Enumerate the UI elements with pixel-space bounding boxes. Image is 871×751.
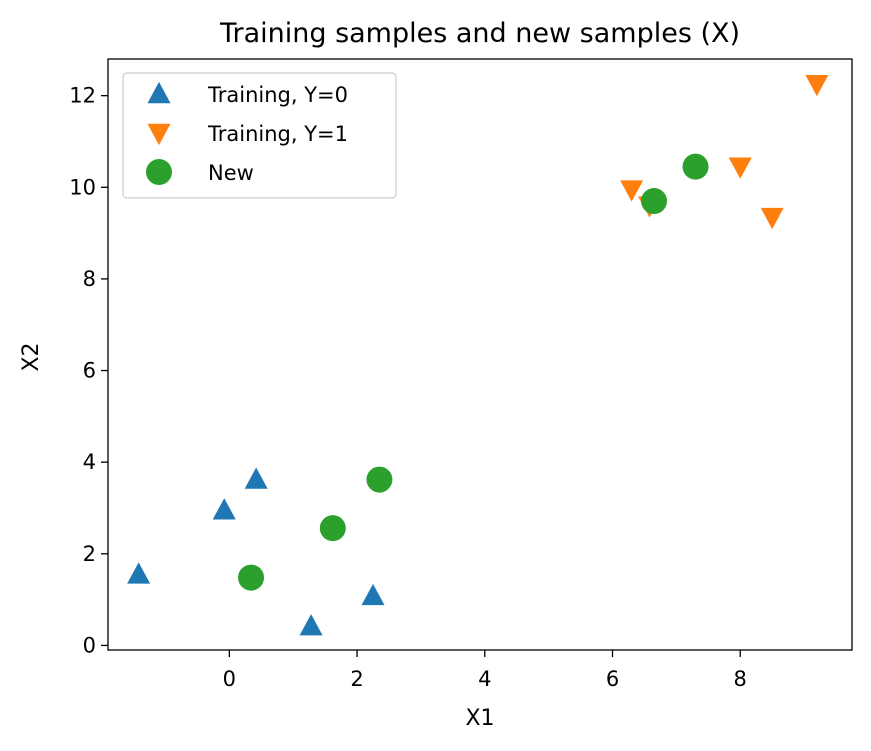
x-tick-label: 4	[478, 667, 491, 691]
legend-label-training-y0: Training, Y=0	[207, 83, 348, 107]
y-tick-label: 0	[83, 633, 96, 657]
y-tick-label: 6	[83, 359, 96, 383]
plot-frame	[107, 58, 853, 651]
y-tick-label: 12	[69, 84, 96, 108]
point-new-1	[319, 515, 346, 542]
legend-label-new: New	[208, 161, 254, 185]
point-training-y0-4	[361, 583, 385, 606]
x-tick-label: 8	[734, 667, 747, 691]
y-axis-label: X2	[19, 342, 44, 371]
y-tick-label: 2	[83, 542, 96, 566]
point-new-0	[238, 564, 265, 591]
legend-label-training-y1: Training, Y=1	[207, 122, 348, 146]
legend-box	[122, 72, 397, 199]
chart-title: Training samples and new samples (X)	[219, 18, 740, 49]
point-training-y1-2	[728, 157, 752, 179]
y-tick-label: 10	[69, 175, 96, 199]
legend-marker-training-y1	[147, 123, 171, 146]
point-new-2	[366, 466, 393, 493]
axis-ticks: 0 2 4 6 8 0 2 4 6 8 10 12	[69, 84, 747, 691]
x-tick-label: 6	[606, 667, 619, 691]
x-axis-label: X1	[465, 706, 494, 731]
x-tick-label: 2	[350, 667, 363, 691]
legend-marker-new	[146, 159, 172, 185]
point-training-y0-1	[212, 498, 236, 520]
point-new-4	[682, 153, 709, 180]
point-training-y0-0	[127, 562, 151, 584]
legend-marker-training-y0	[147, 81, 171, 104]
y-tick-label: 8	[83, 267, 96, 291]
point-training-y1-4	[805, 74, 829, 97]
x-tick-label: 0	[223, 667, 236, 691]
point-training-y0-2	[244, 467, 268, 489]
point-new-3	[641, 188, 668, 215]
point-training-y1-0	[620, 180, 644, 202]
point-training-y0-3	[299, 614, 323, 636]
point-training-y1-3	[760, 207, 784, 230]
y-tick-label: 4	[83, 450, 96, 474]
plot-area	[127, 74, 829, 636]
legend: Training, Y=0 Training, Y=1 New	[122, 72, 397, 199]
